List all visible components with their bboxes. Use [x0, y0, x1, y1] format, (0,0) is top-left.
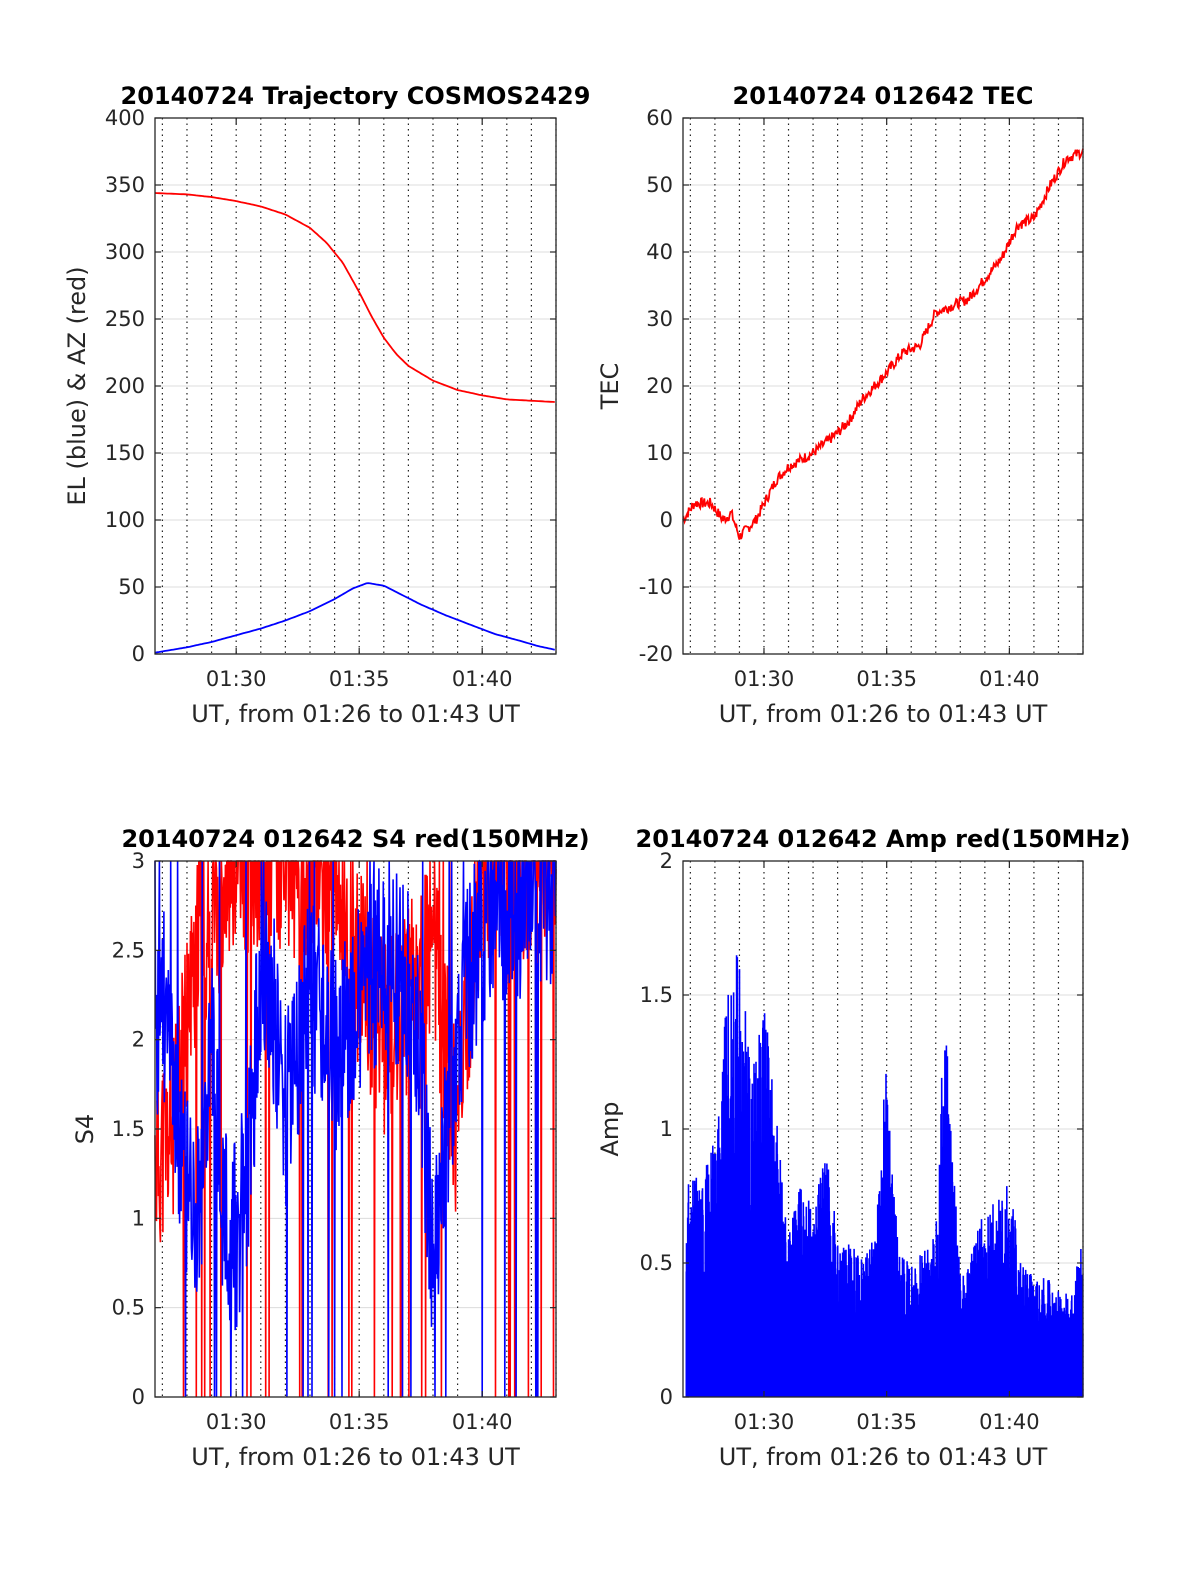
- x-axis-label: UT, from 01:26 to 01:43 UT: [719, 700, 1048, 728]
- x-tick-label: 01:30: [206, 1410, 267, 1434]
- series-line-red: [154, 192, 555, 403]
- chart-title: 20140724 012642 Amp red(150MHz): [636, 825, 1131, 853]
- x-tick-label: 01:30: [734, 1410, 795, 1434]
- y-axis-label: EL (blue) & AZ (red): [63, 266, 91, 505]
- y-axis-label: TEC: [596, 363, 624, 411]
- x-tick-label: 01:35: [856, 1410, 917, 1434]
- x-axis-label: UT, from 01:26 to 01:43 UT: [719, 1443, 1048, 1471]
- chart-title: 20140724 012642 S4 red(150MHz): [121, 825, 589, 853]
- chart-title: 20140724 Trajectory COSMOS2429: [121, 82, 591, 110]
- x-tick-label: 01:40: [452, 667, 513, 691]
- y-tick-label: 2: [660, 849, 673, 873]
- y-tick-label: 150: [105, 441, 145, 465]
- chart-trajectory: 0 50 100 150 200 250 300 350 400 01:30 01:35 01:40 U…: [63, 82, 590, 728]
- y-tick-label: 20: [646, 374, 673, 398]
- x-tick-label: 01:40: [452, 1410, 513, 1434]
- y-tick-label: 60: [646, 106, 673, 130]
- x-tick-label: 01:30: [206, 667, 267, 691]
- x-tick-label: 01:35: [329, 1410, 390, 1434]
- y-tick-label: 300: [105, 240, 145, 264]
- y-tick-label: 0.5: [112, 1296, 145, 1320]
- series-line-blue: [154, 859, 557, 1398]
- y-tick-label: 200: [105, 374, 145, 398]
- chart-s4: 0 0.5 1 1.5 2 2.5 3 01:30 01:35 01:40 UT, from 01:…: [71, 825, 590, 1471]
- y-axis-label: Amp: [596, 1101, 624, 1156]
- y-tick-label: 0: [132, 642, 145, 666]
- x-tick-label: 01:30: [734, 667, 795, 691]
- series-line-red: [682, 148, 1084, 540]
- y-tick-label: -10: [639, 575, 673, 599]
- y-tick-label: 0.5: [640, 1251, 673, 1275]
- y-tick-label: 1: [132, 1206, 145, 1230]
- y-tick-label: 400: [105, 106, 145, 130]
- x-tick-label: 01:40: [979, 667, 1040, 691]
- x-axis-label: UT, from 01:26 to 01:43 UT: [191, 700, 520, 728]
- y-tick-label: 0: [660, 508, 673, 532]
- y-axis-label: S4: [71, 1114, 99, 1145]
- y-tick-label: 350: [105, 173, 145, 197]
- y-tick-label: 100: [105, 508, 145, 532]
- y-tick-label: 2.5: [112, 938, 145, 962]
- y-tick-label: 50: [118, 575, 145, 599]
- series-line-blue: [685, 955, 1084, 1398]
- chart-title: 20140724 012642 TEC: [733, 82, 1034, 110]
- y-tick-label: 0: [132, 1385, 145, 1409]
- y-tick-label: 1.5: [640, 983, 673, 1007]
- y-tick-label: 1: [660, 1117, 673, 1141]
- y-tick-label: 0: [660, 1385, 673, 1409]
- x-tick-label: 01:40: [979, 1410, 1040, 1434]
- y-tick-label: -20: [639, 642, 673, 666]
- y-tick-label: 2: [132, 1028, 145, 1052]
- y-tick-label: 50: [646, 173, 673, 197]
- x-tick-label: 01:35: [856, 667, 917, 691]
- x-axis-label: UT, from 01:26 to 01:43 UT: [191, 1443, 520, 1471]
- y-tick-label: 40: [646, 240, 673, 264]
- y-tick-label: 250: [105, 307, 145, 331]
- chart-tec: -20 -10 0 10 20 30 40 50 60 01:30 01:35 01:40 UT, fr…: [596, 82, 1084, 728]
- series-line-blue: [154, 582, 555, 654]
- y-tick-label: 10: [646, 441, 673, 465]
- x-tick-label: 01:35: [329, 667, 390, 691]
- y-tick-label: 1.5: [112, 1117, 145, 1141]
- y-tick-label: 30: [646, 307, 673, 331]
- y-tick-label: 3: [132, 849, 145, 873]
- chart-amp: 0 0.5 1 1.5 2 01:30 01:35 01:40 UT, from 01:26 t…: [596, 825, 1130, 1471]
